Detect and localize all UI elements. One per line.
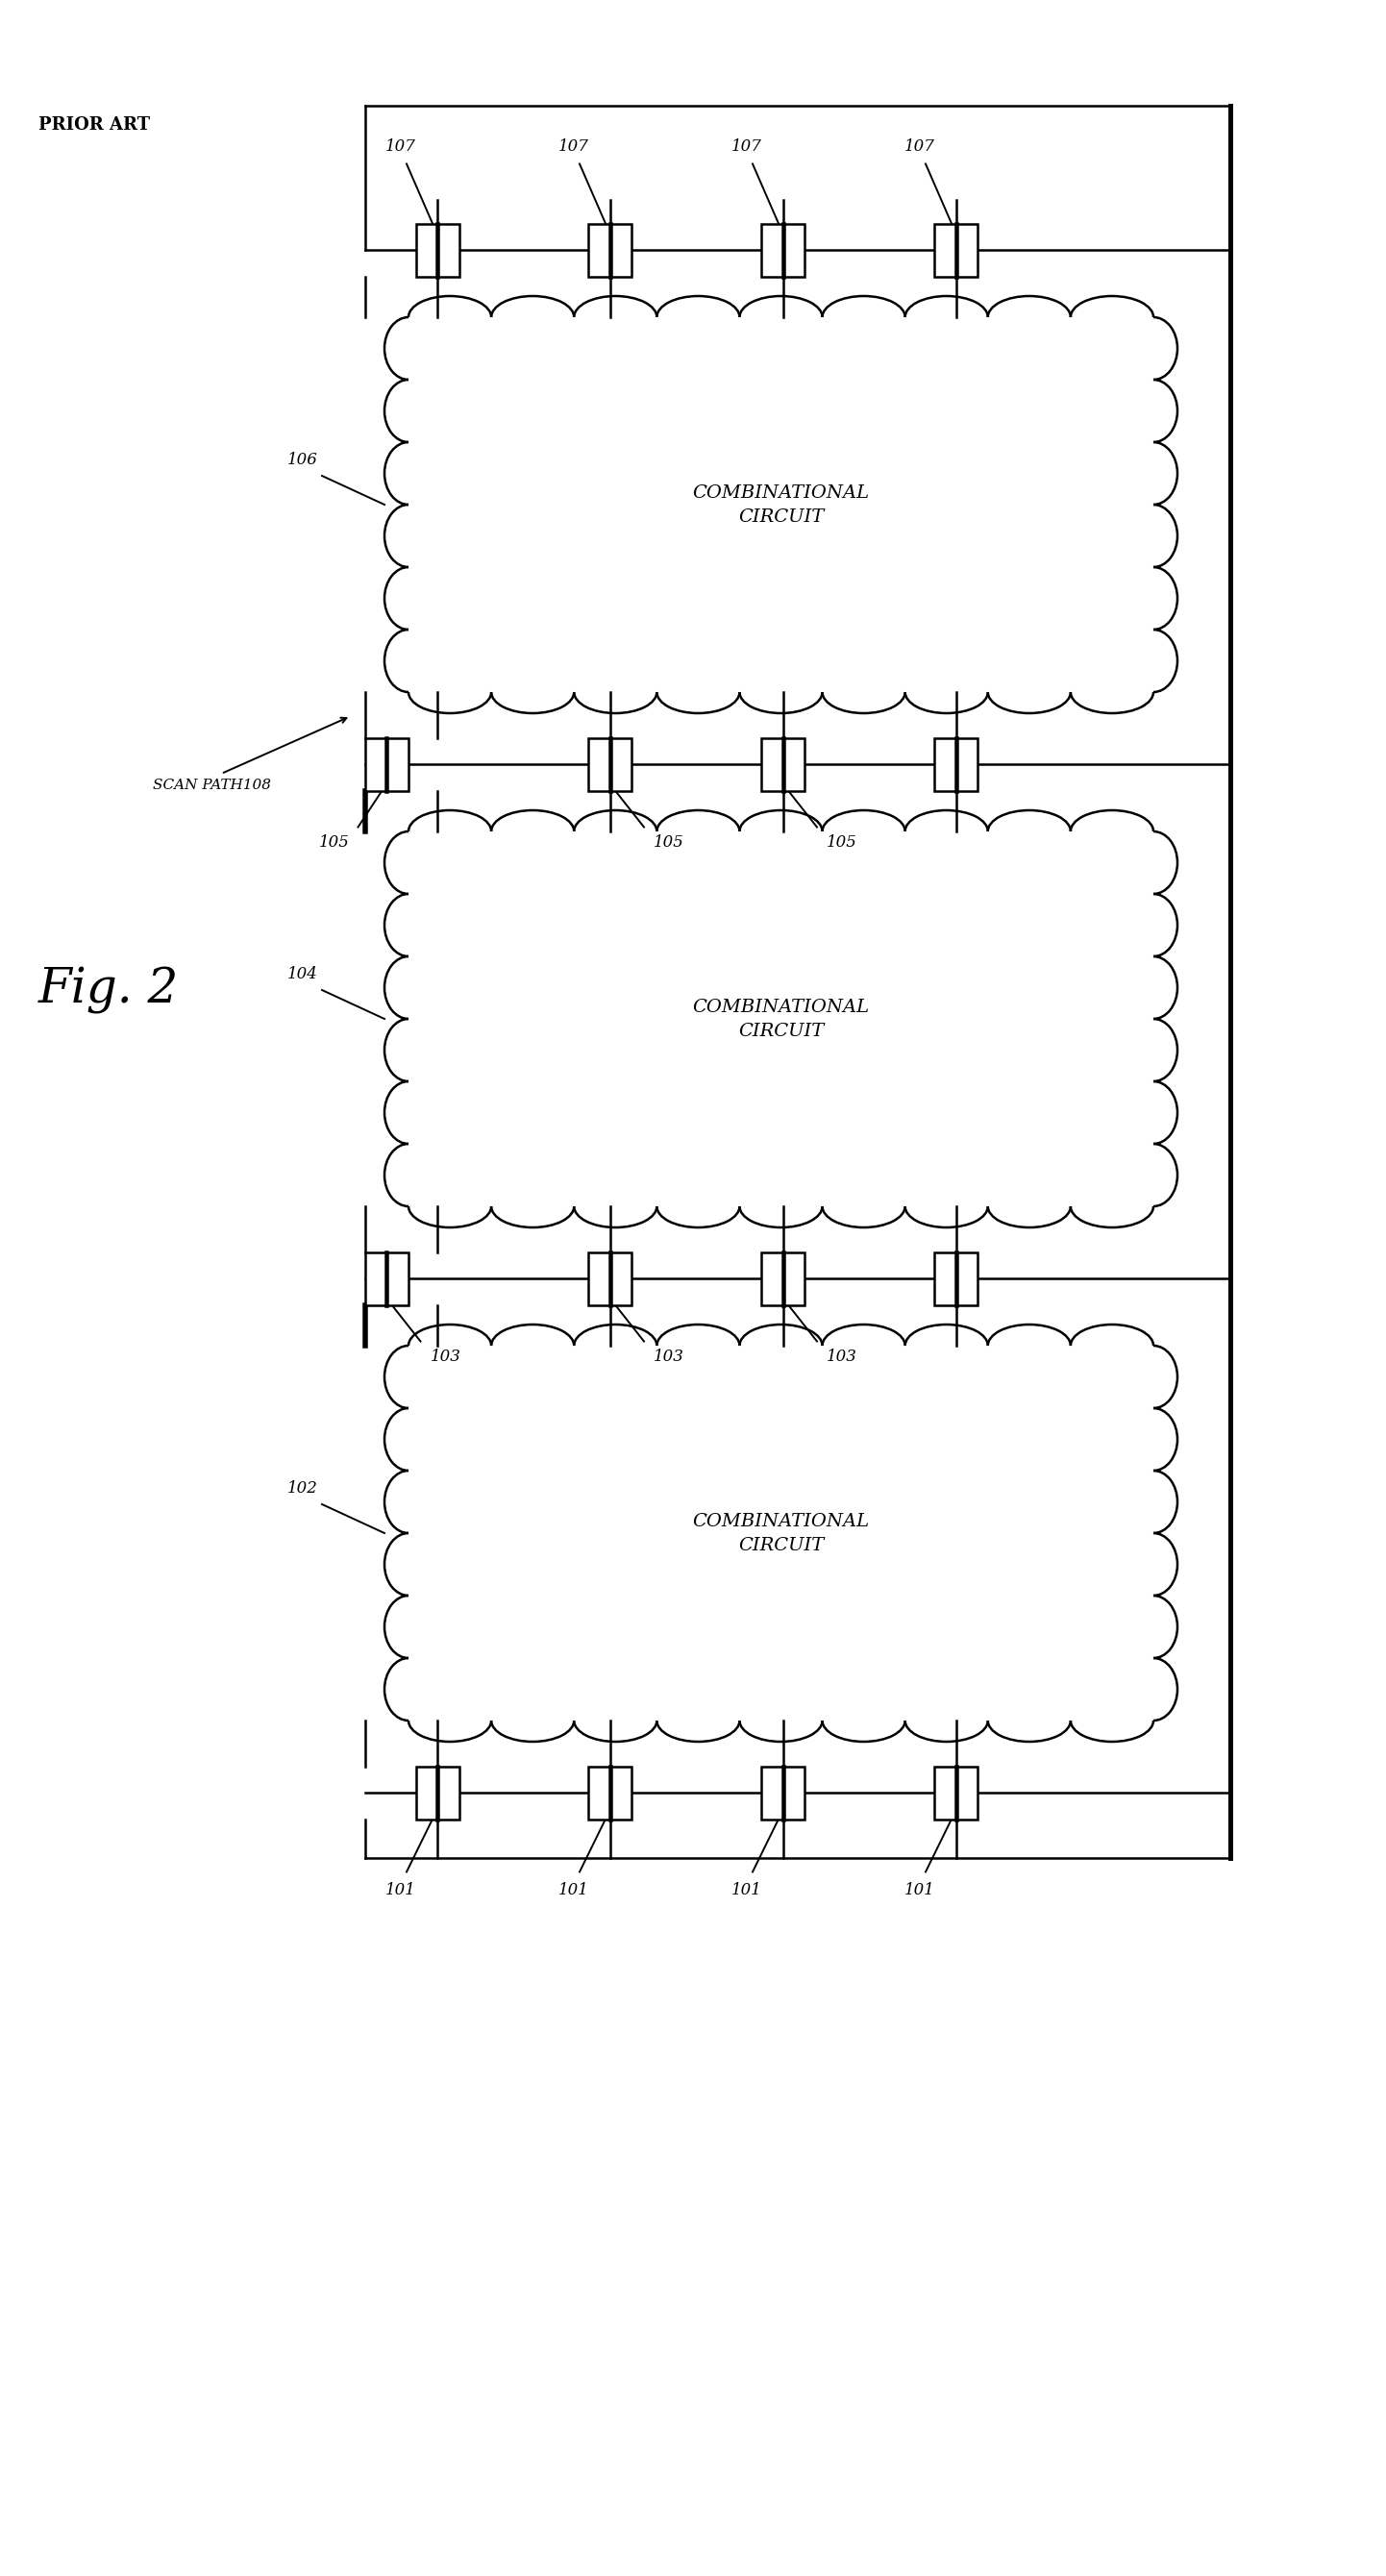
Text: 106: 106 bbox=[287, 451, 317, 469]
Bar bbox=[589, 1767, 632, 1819]
Text: 105: 105 bbox=[319, 835, 349, 850]
Bar bbox=[416, 224, 459, 276]
Text: 102: 102 bbox=[287, 1481, 317, 1497]
Bar bbox=[366, 737, 409, 791]
Bar bbox=[934, 224, 979, 276]
Text: 101: 101 bbox=[905, 1880, 936, 1899]
Text: 103: 103 bbox=[654, 1347, 685, 1365]
Text: 105: 105 bbox=[826, 835, 857, 850]
Text: PRIOR ART: PRIOR ART bbox=[39, 116, 150, 134]
Text: COMBINATIONAL
CIRCUIT: COMBINATIONAL CIRCUIT bbox=[693, 999, 869, 1041]
Text: 107: 107 bbox=[385, 139, 416, 155]
Bar bbox=[589, 1252, 632, 1306]
Bar bbox=[934, 737, 979, 791]
Bar bbox=[934, 1767, 979, 1819]
Bar bbox=[589, 737, 632, 791]
Bar bbox=[934, 1252, 979, 1306]
Text: Fig. 2: Fig. 2 bbox=[39, 966, 179, 1015]
Text: SCAN PATH108: SCAN PATH108 bbox=[152, 778, 270, 791]
Text: 107: 107 bbox=[905, 139, 936, 155]
Bar bbox=[366, 1252, 409, 1306]
Text: 101: 101 bbox=[385, 1880, 416, 1899]
Text: 103: 103 bbox=[826, 1347, 857, 1365]
Bar bbox=[762, 1252, 805, 1306]
Text: 104: 104 bbox=[287, 966, 317, 981]
Bar bbox=[762, 1767, 805, 1819]
Bar bbox=[762, 224, 805, 276]
Text: 101: 101 bbox=[732, 1880, 762, 1899]
Text: 107: 107 bbox=[559, 139, 589, 155]
Text: 101: 101 bbox=[559, 1880, 589, 1899]
Text: COMBINATIONAL
CIRCUIT: COMBINATIONAL CIRCUIT bbox=[693, 1512, 869, 1553]
Text: 107: 107 bbox=[732, 139, 762, 155]
Bar bbox=[416, 1767, 459, 1819]
Text: COMBINATIONAL
CIRCUIT: COMBINATIONAL CIRCUIT bbox=[693, 484, 869, 526]
Text: 105: 105 bbox=[654, 835, 685, 850]
Text: 103: 103 bbox=[430, 1347, 460, 1365]
Bar bbox=[589, 224, 632, 276]
Bar bbox=[762, 737, 805, 791]
